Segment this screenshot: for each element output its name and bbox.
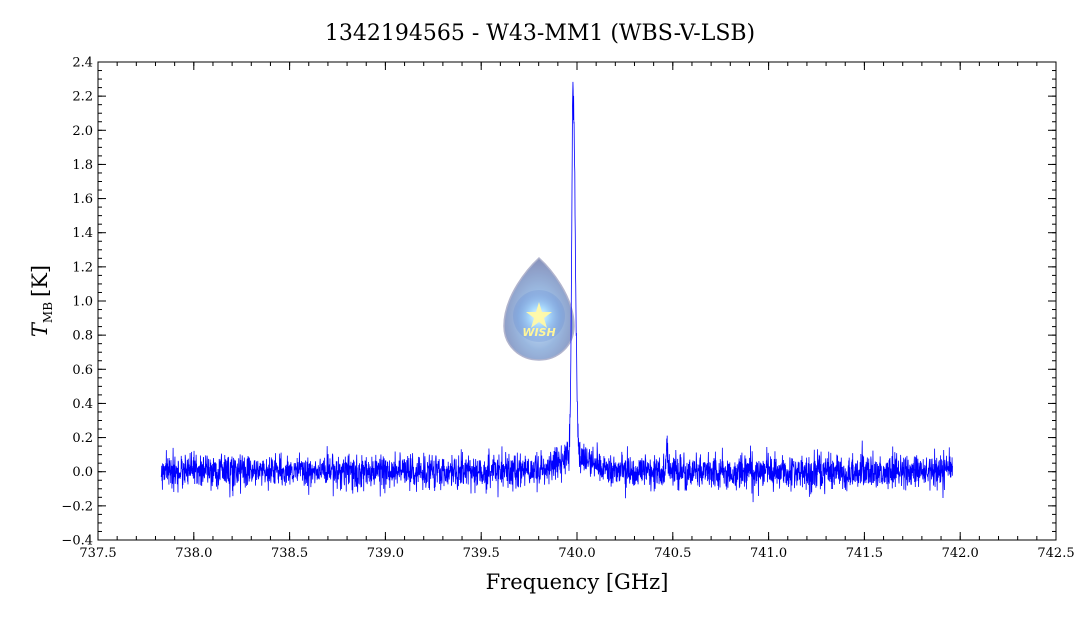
y-tick-label: 2.0	[72, 124, 93, 139]
x-tick-label: 739.0	[367, 546, 404, 561]
y-axis: −0.4 −0.2 0.0 0.2 0.4 0.6 0.8 1.0 1.2 1.4 1.6 1.8 2.…	[61, 56, 1056, 549]
svg-text:TMB[K]: TMB [K]	[28, 265, 55, 337]
x-tick-label: 741.5	[846, 546, 883, 561]
y-axis-label-main: T	[28, 321, 52, 337]
x-tick-label: 738.0	[175, 546, 212, 561]
y-tick-label: 1.8	[72, 158, 93, 173]
y-tick-label: 1.2	[72, 260, 93, 275]
x-tick-label: 740.5	[654, 546, 691, 561]
chart-title: 1342194565 - W43-MM1 (WBS-V-LSB)	[325, 21, 755, 46]
x-tick-label: 742.5	[1037, 546, 1074, 561]
y-tick-label: 0.6	[72, 363, 93, 378]
y-tick-label: 2.2	[72, 90, 93, 105]
x-tick-label: 740.0	[558, 546, 595, 561]
x-tick-label: 741.0	[750, 546, 787, 561]
y-axis-label-subscript: MB	[41, 302, 55, 323]
y-tick-label: −0.4	[61, 534, 93, 549]
wish-watermark-text: WISH	[522, 326, 555, 339]
x-tick-label: 739.5	[463, 546, 500, 561]
x-tick-label: 742.0	[942, 546, 979, 561]
x-tick-label: 738.5	[271, 546, 308, 561]
y-tick-label: 0.4	[72, 397, 93, 412]
y-tick-label: 0.2	[72, 431, 93, 446]
y-tick-label: 1.4	[72, 226, 93, 241]
x-tick-label: 737.5	[79, 546, 116, 561]
y-tick-label: 0.8	[72, 329, 93, 344]
y-tick-label: 1.0	[72, 295, 93, 310]
wish-watermark-logo: WISH	[503, 256, 575, 361]
y-axis-label-unit: [K]	[28, 265, 52, 297]
spectrum-series	[160, 81, 953, 503]
x-axis-label: Frequency [GHz]	[486, 570, 669, 594]
y-tick-label: 2.4	[72, 56, 93, 71]
x-axis: 737.5 738.0 738.5 739.0 739.5 740.0 740.5 741.0…	[79, 62, 1075, 561]
y-axis-label: TMB [K]	[28, 265, 55, 337]
spectrum-line	[160, 81, 953, 503]
y-tick-label: 1.6	[72, 192, 93, 207]
y-tick-label: −0.2	[61, 499, 93, 514]
y-tick-label: 0.0	[72, 465, 93, 480]
